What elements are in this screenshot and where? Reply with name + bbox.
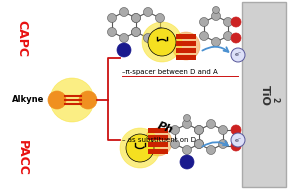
Circle shape: [144, 128, 172, 156]
Bar: [176, 55, 196, 60]
Circle shape: [194, 139, 204, 149]
Circle shape: [132, 13, 141, 22]
Circle shape: [142, 22, 182, 62]
Text: – as substituent on D: – as substituent on D: [122, 137, 196, 143]
Circle shape: [156, 13, 164, 22]
Circle shape: [172, 32, 200, 60]
Circle shape: [194, 139, 204, 149]
Circle shape: [132, 28, 141, 36]
FancyArrowPatch shape: [202, 47, 228, 52]
Circle shape: [156, 28, 164, 36]
Circle shape: [143, 8, 153, 16]
Circle shape: [183, 146, 192, 154]
Text: e⁻: e⁻: [234, 53, 242, 57]
Text: 2: 2: [270, 97, 279, 103]
Bar: [176, 34, 196, 39]
Circle shape: [231, 48, 245, 62]
Circle shape: [126, 134, 154, 162]
Text: –π-spacer between D and A: –π-spacer between D and A: [122, 69, 218, 75]
Circle shape: [50, 78, 94, 122]
Bar: [148, 128, 168, 133]
Circle shape: [79, 91, 97, 109]
Circle shape: [231, 133, 245, 147]
Circle shape: [200, 18, 209, 26]
Circle shape: [231, 17, 241, 27]
Circle shape: [148, 28, 176, 56]
Circle shape: [183, 115, 190, 122]
Bar: [148, 149, 168, 154]
Circle shape: [132, 13, 141, 22]
Circle shape: [120, 8, 128, 16]
Circle shape: [170, 125, 179, 135]
Circle shape: [219, 125, 228, 135]
Bar: [148, 135, 168, 140]
Circle shape: [211, 12, 221, 20]
Circle shape: [206, 146, 215, 154]
Circle shape: [219, 139, 228, 149]
Bar: [176, 41, 196, 46]
Circle shape: [223, 32, 232, 40]
Circle shape: [120, 33, 128, 43]
Bar: [176, 48, 196, 53]
Circle shape: [132, 28, 141, 36]
Circle shape: [223, 18, 232, 26]
Bar: [242, 2, 286, 187]
Circle shape: [143, 33, 153, 43]
Circle shape: [170, 139, 179, 149]
Circle shape: [117, 43, 131, 57]
Circle shape: [120, 128, 160, 168]
Circle shape: [231, 33, 241, 43]
Circle shape: [48, 91, 66, 109]
Circle shape: [231, 125, 241, 135]
Bar: [148, 142, 168, 147]
Circle shape: [213, 6, 219, 13]
FancyArrowPatch shape: [202, 141, 228, 146]
Circle shape: [231, 141, 241, 151]
Text: PACC: PACC: [16, 140, 29, 176]
Text: CAPC: CAPC: [16, 19, 29, 57]
Circle shape: [211, 37, 221, 46]
Circle shape: [183, 119, 192, 129]
Text: TiO: TiO: [260, 84, 270, 105]
Text: e⁻: e⁻: [234, 138, 242, 143]
Circle shape: [206, 119, 215, 129]
Circle shape: [107, 13, 117, 22]
Circle shape: [107, 28, 117, 36]
Text: Ph: Ph: [156, 121, 174, 136]
Circle shape: [200, 32, 209, 40]
Circle shape: [180, 155, 194, 169]
Circle shape: [194, 125, 204, 135]
Text: Alkyne: Alkyne: [12, 95, 44, 105]
Circle shape: [194, 125, 204, 135]
